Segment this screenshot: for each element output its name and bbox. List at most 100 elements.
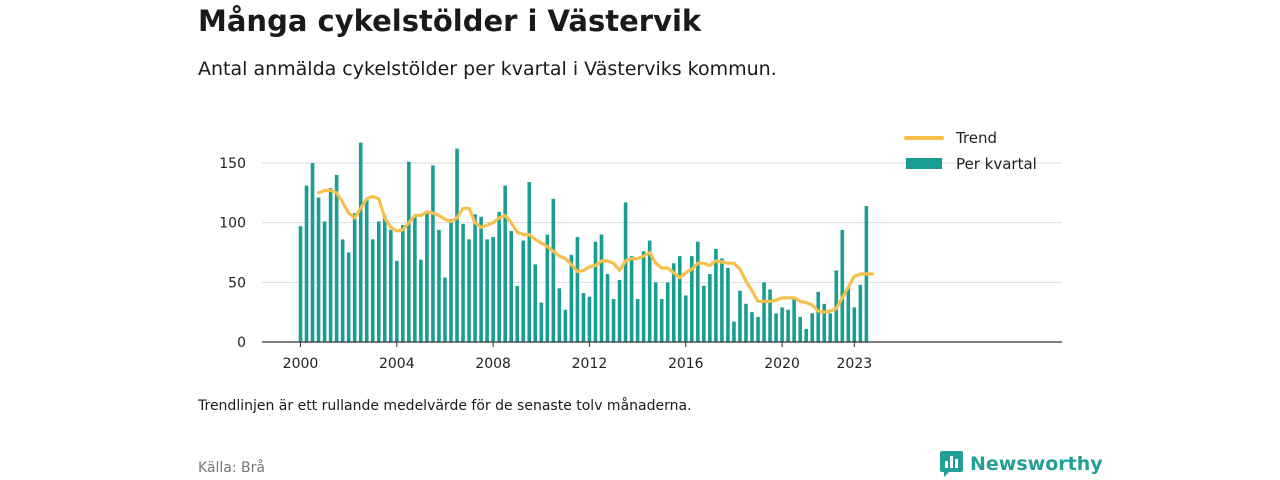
axes: 0 50 100 150 2000 2004 2008 2012 2016 2020 2023	[219, 156, 1062, 372]
bar	[563, 309, 568, 342]
bar	[437, 229, 441, 342]
bar	[738, 290, 742, 342]
bar	[744, 303, 748, 342]
bar	[683, 295, 688, 342]
bar	[328, 188, 333, 342]
bar	[641, 251, 646, 342]
bar	[425, 210, 429, 342]
bar	[702, 285, 706, 342]
bar	[816, 291, 821, 342]
bar	[677, 256, 682, 342]
bar	[593, 241, 598, 342]
bar	[768, 289, 772, 342]
bar	[575, 236, 580, 342]
bar	[623, 202, 628, 342]
bar	[334, 174, 339, 342]
bar	[503, 185, 507, 342]
bar	[545, 234, 550, 342]
bar	[473, 214, 477, 342]
bar	[852, 307, 857, 342]
bar	[557, 288, 562, 342]
bar	[647, 240, 652, 342]
chart-subtitle: Antal anmälda cykelstölder per kvartal i…	[198, 58, 777, 80]
newsworthy-logo-icon	[940, 451, 963, 477]
x-tick-label: 2020	[764, 356, 800, 372]
bar	[611, 299, 616, 342]
bar	[810, 313, 814, 342]
bar	[382, 215, 387, 342]
trend-line-group	[317, 188, 874, 314]
bar	[407, 161, 411, 342]
bar	[376, 221, 381, 342]
bar	[846, 287, 851, 342]
bar	[395, 260, 399, 342]
bar	[708, 273, 712, 342]
bar	[569, 254, 574, 342]
bar	[461, 223, 465, 342]
bar	[509, 231, 513, 342]
gridlines	[262, 162, 1062, 283]
bar	[629, 256, 634, 342]
bar	[322, 221, 327, 342]
bar	[587, 296, 592, 342]
x-tick-label: 2012	[572, 356, 608, 372]
bar	[762, 282, 766, 342]
legend-label-per-kvartal: Per kvartal	[956, 155, 1037, 173]
y-tick-label: 100	[219, 216, 246, 232]
bar	[304, 185, 309, 342]
bar	[714, 248, 718, 342]
bar	[617, 279, 622, 342]
bar	[497, 211, 501, 342]
bar	[756, 316, 760, 342]
bar	[527, 182, 532, 342]
bar	[726, 268, 730, 342]
bar	[659, 299, 664, 342]
bar	[690, 256, 694, 342]
legend-label-trend: Trend	[955, 129, 997, 147]
bar	[539, 302, 544, 342]
bar	[364, 199, 369, 342]
bar	[665, 282, 670, 342]
bar	[370, 239, 375, 342]
bar	[828, 313, 833, 342]
bar	[443, 277, 447, 342]
bar	[298, 226, 303, 342]
legend-bar-swatch	[906, 158, 942, 169]
bar	[599, 234, 604, 342]
bar	[310, 163, 315, 342]
bar	[413, 215, 417, 342]
bar	[485, 239, 489, 342]
x-tick-label: 2016	[668, 356, 704, 372]
bar	[671, 263, 676, 342]
x-tick-label: 2023	[837, 356, 873, 372]
bar	[358, 142, 363, 342]
legend: Trend Per kvartal	[904, 129, 1037, 173]
bar	[479, 216, 483, 342]
bar	[635, 299, 640, 342]
bar	[822, 303, 827, 342]
footnote: Trendlinjen är ett rullande medelvärde f…	[198, 398, 692, 414]
brand-logo: Newsworthy	[940, 451, 1103, 477]
trend-line	[317, 188, 874, 314]
x-tick-label: 2008	[475, 356, 511, 372]
bar	[316, 197, 321, 342]
bar	[798, 316, 802, 342]
bar	[533, 264, 538, 342]
y-tick-label: 50	[228, 275, 246, 291]
bar	[750, 312, 754, 342]
bar	[449, 219, 453, 342]
bar	[780, 307, 784, 342]
bar	[467, 239, 471, 342]
source-label: Källa: Brå	[198, 460, 265, 476]
bar-chart: 0 50 100 150 2000 2004 2008 2012 2016 2020 2023 Tr…	[219, 129, 1062, 372]
bar	[792, 296, 796, 342]
bar	[521, 240, 526, 342]
y-tick-label: 150	[219, 156, 246, 172]
x-tick-label: 2000	[283, 356, 319, 372]
bar	[431, 165, 435, 342]
bar	[840, 229, 845, 342]
bar	[491, 236, 495, 342]
bar	[653, 282, 658, 342]
bar	[455, 148, 459, 342]
bar	[696, 241, 700, 342]
